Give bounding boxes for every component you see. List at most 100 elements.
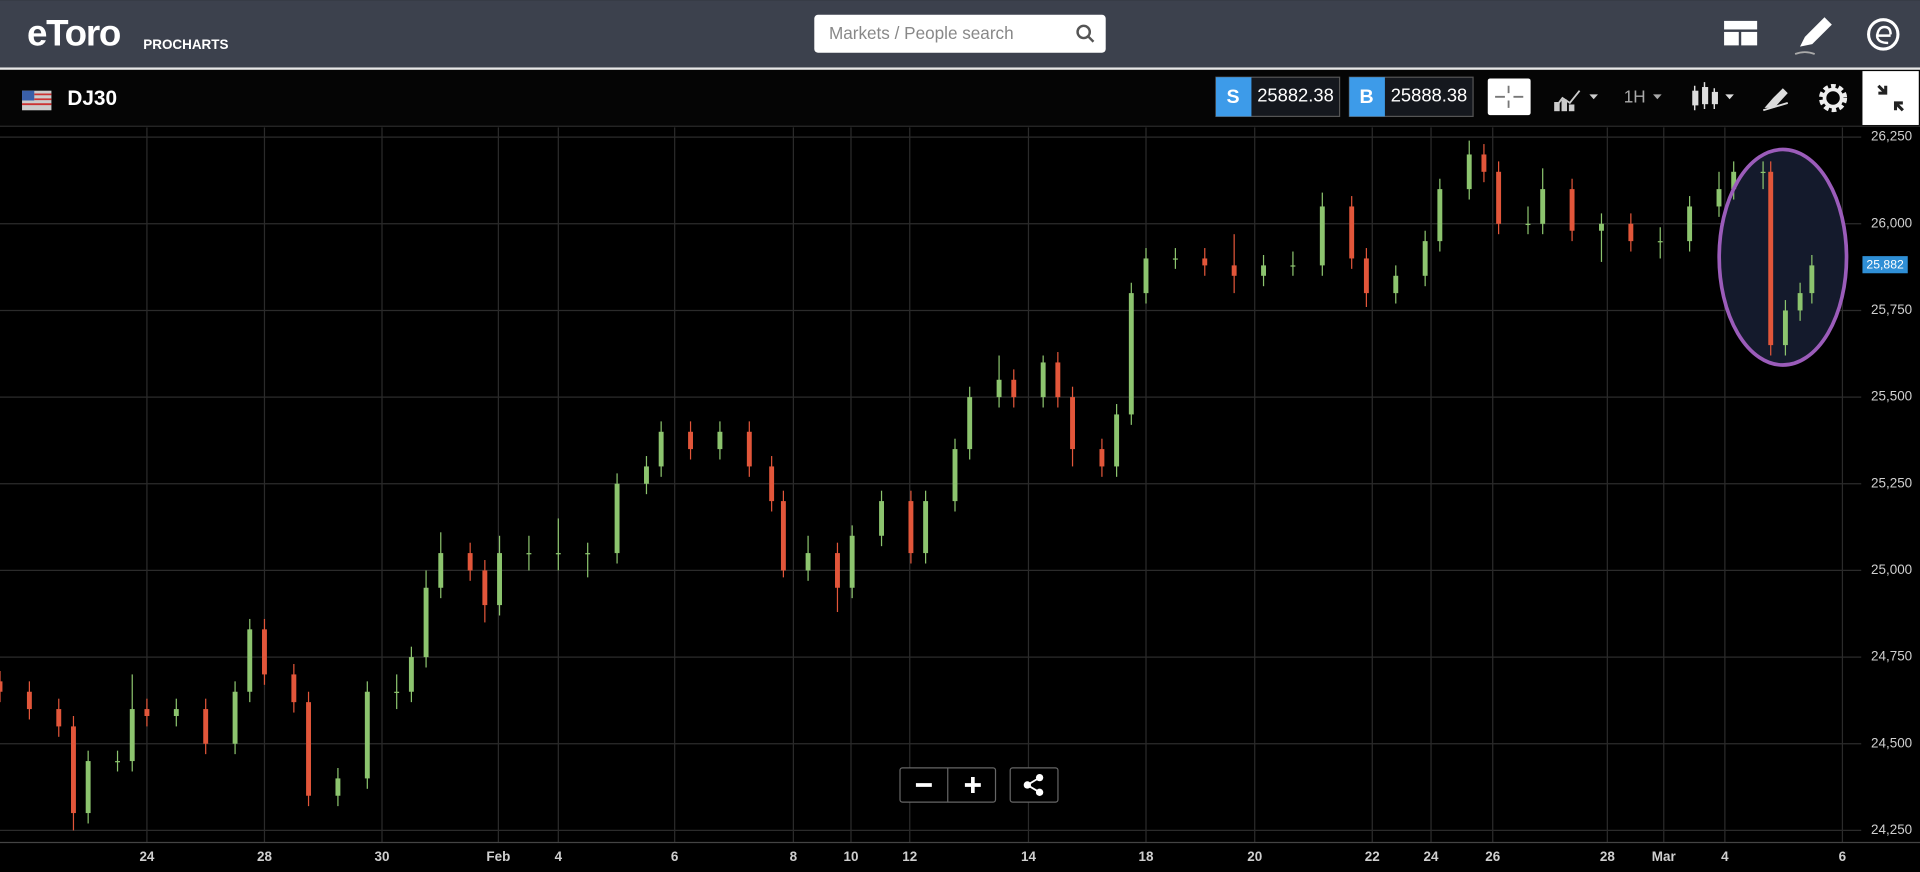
logo[interactable]: eToro [27,12,121,53]
settings-button[interactable] [1818,83,1848,113]
x-tick-label: 4 [555,849,563,864]
candle-body [746,431,752,467]
candle-body [1540,189,1546,224]
candle-body [1481,154,1487,172]
candle-body [1569,189,1575,231]
candle-body [144,709,150,717]
timeframe[interactable]: 1H [1624,87,1646,107]
pencil-icon[interactable] [1794,17,1832,55]
candle-body [423,587,429,658]
last-price-tag [1862,256,1908,274]
candle-body [291,674,297,703]
x-tick-label: 12 [902,849,917,864]
y-tick-label: 24,500 [1871,735,1912,750]
x-tick-label: 24 [1424,849,1439,864]
candle-body [879,501,884,536]
candle-body [1261,265,1266,276]
candle-body [1466,154,1472,190]
crosshair-button[interactable] [1487,78,1531,116]
candle-body [1687,206,1693,242]
candle-body [1040,362,1046,398]
sell-button[interactable] [1215,76,1341,118]
candle-body [967,397,973,450]
candle-body [1422,241,1428,276]
candle-body [1716,189,1722,207]
candle-body [835,553,840,588]
highlight-fill [1719,149,1847,365]
x-tick-label: 28 [1600,849,1615,864]
candle-body [306,702,311,796]
x-tick-label: 30 [375,849,390,864]
candle-body [996,379,1002,398]
candle-body [364,691,370,779]
candle-body [247,629,253,692]
candle-body [769,466,775,502]
x-tick-label: 6 [1839,849,1846,864]
last-price-label: 25,882 [1866,258,1904,272]
share-button[interactable] [1009,767,1059,803]
candle-body [952,449,958,502]
candle-body [1363,258,1369,294]
y-tick-label: 25,000 [1871,562,1912,577]
candle-body [1760,171,1766,174]
layout-icon[interactable] [1724,20,1758,46]
candle-body [526,553,532,555]
buy-price: 25888.38 [1391,85,1468,106]
y-tick-label: 26,250 [1871,129,1912,144]
candle-body [1809,265,1815,294]
candle-body [497,553,502,606]
flag-icon [22,90,52,111]
x-tick-label: 4 [1721,849,1729,864]
candle-body [115,761,120,763]
candle-body [203,709,209,744]
x-tick-label: 14 [1021,849,1036,864]
profile-icon[interactable] [1867,18,1900,51]
buy-button[interactable] [1348,76,1474,118]
x-tick-label: 10 [843,849,858,864]
x-tick-label: 6 [671,849,678,864]
candle-body [849,535,855,588]
candle-body [1393,275,1399,294]
candle-body [644,466,649,484]
candle-type-button[interactable] [1692,82,1734,111]
sell-price: 25882.38 [1257,85,1334,106]
search-icon[interactable] [1076,24,1095,43]
product-name: PROCHARTS [143,37,228,52]
toolbar [0,69,1920,127]
candle-body [1599,223,1604,231]
candle-body [1782,310,1788,346]
zoom-controls [899,767,997,803]
candle-body [1202,258,1208,266]
candle-body [335,778,341,796]
timeframe-caret[interactable] [1653,94,1662,100]
candle-body [56,709,62,727]
candle-body [438,553,444,588]
candle-body [0,681,3,692]
search-box[interactable] [814,14,1106,53]
y-tick-label: 25,250 [1871,475,1912,490]
candle-body [1099,449,1105,467]
candle-body [780,501,786,571]
x-tick-label: Mar [1652,849,1677,864]
candle-body [262,629,267,675]
candle-body [394,691,400,693]
x-tick-label: 26 [1485,849,1500,864]
candle-body [1496,171,1502,224]
shrink-button[interactable] [1862,71,1919,125]
y-tick-label: 26,000 [1871,215,1912,230]
y-tick-label: 24,750 [1871,649,1912,664]
candle-body [1797,293,1803,311]
candle-body [1768,171,1774,346]
chart-type-button[interactable] [1554,90,1598,112]
candle-body [1290,265,1296,267]
candle-body [1055,362,1061,398]
drawing-tools-button[interactable] [1763,88,1789,112]
candle-body [173,709,179,717]
candle-body [85,761,91,814]
x-tick-label: 22 [1365,849,1380,864]
zoom-in-button[interactable] [964,777,981,793]
candle-body [585,553,591,555]
candle-body [908,501,914,554]
